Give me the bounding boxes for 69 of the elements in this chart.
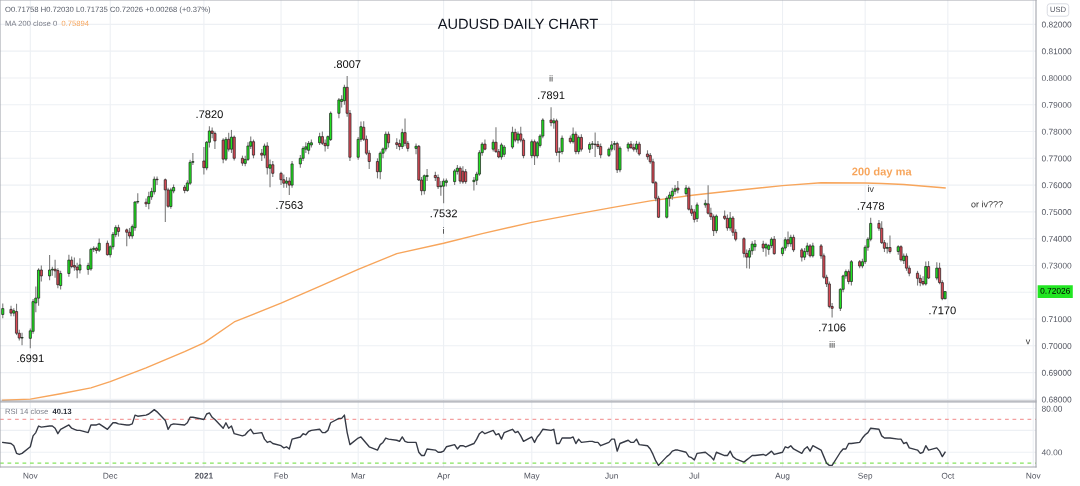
x-tick-label: Jul: [689, 472, 700, 479]
candlestick: [574, 130, 578, 155]
annotation: .7106: [819, 323, 846, 332]
annotation: .7563: [276, 201, 303, 209]
annotation: 0.72026: [1040, 287, 1070, 294]
candlestick: [387, 130, 390, 149]
y-tick-label: 0.75000: [1041, 209, 1072, 215]
annotation: .7891: [538, 91, 565, 100]
annotation: .8007: [334, 60, 361, 69]
candlestick: [20, 332, 24, 346]
candlestick: [252, 139, 255, 159]
y-tick-label: 0.81000: [1041, 48, 1072, 55]
x-tick-label: Mar: [351, 472, 366, 479]
candlestick: [472, 176, 476, 192]
candlestick: [221, 137, 225, 164]
candlestick: [753, 239, 757, 252]
y-tick-label: 0.82000: [1041, 21, 1072, 28]
candlestick: [646, 149, 649, 161]
annotation: iii: [829, 341, 835, 348]
y-tick-label: 0.68000: [1041, 396, 1072, 403]
y-tick-label: 0.71000: [1041, 316, 1072, 323]
x-tick-label: Nov: [1026, 472, 1041, 479]
annotation: v: [1025, 339, 1031, 345]
annotation: .7170: [929, 306, 956, 315]
x-tick-label: Nov: [23, 472, 38, 479]
candlestick: [169, 187, 173, 210]
y-tick-label: 0.69000: [1041, 369, 1072, 376]
candlestick: [384, 130, 388, 153]
y-tick-label: 0.74000: [1041, 235, 1072, 242]
y-tick-label: 0.80000: [1041, 75, 1072, 82]
y-tick-label: 40.00: [1041, 449, 1063, 456]
y-tick-label: 0.77000: [1041, 155, 1072, 162]
annotation: .6991: [17, 354, 44, 363]
x-tick-label: Oct: [941, 472, 955, 479]
candlestick: [337, 97, 341, 119]
line-series: [2, 408, 946, 467]
annotation: 200 day ma: [852, 167, 912, 178]
candlestick: [163, 177, 167, 223]
annotation: i: [443, 227, 444, 234]
x-tick-label: Dec: [103, 472, 118, 479]
candlestick: [78, 257, 82, 275]
candlestick: [59, 270, 63, 291]
candlestick: [673, 184, 677, 196]
x-tick-label: Feb: [274, 472, 288, 479]
x-tick-label: Sep: [858, 472, 873, 481]
annotation: .7532: [430, 209, 457, 218]
annotation: .7478: [857, 201, 885, 210]
y-tick-label: 80.00: [1041, 405, 1063, 412]
annotation: iv: [868, 185, 874, 193]
candlestick: [618, 145, 622, 173]
y-tick-label: 0.79000: [1041, 101, 1072, 108]
x-tick-label: Jun: [605, 472, 618, 479]
candlestick: [224, 136, 228, 162]
x-tick-label: 2021: [194, 472, 213, 479]
candlestick: [731, 215, 735, 237]
candlestick: [549, 106, 553, 127]
candlestick: [246, 141, 250, 162]
annotation: .7820: [196, 110, 223, 119]
y-tick-label: 0.78000: [1041, 128, 1072, 135]
annotation: or iv???: [971, 200, 1003, 208]
x-tick-label: Apr: [437, 472, 450, 481]
y-tick-label: 0.76000: [1041, 182, 1072, 189]
annotation: ii: [549, 74, 553, 82]
y-tick-label: 0.73000: [1041, 262, 1072, 269]
candlestick: [665, 195, 669, 220]
y-tick-label: 0.70000: [1041, 343, 1072, 349]
text: AUDUSD DAILY CHART: [437, 18, 598, 30]
x-tick-label: Aug: [775, 472, 790, 481]
x-tick-label: May: [524, 472, 540, 481]
